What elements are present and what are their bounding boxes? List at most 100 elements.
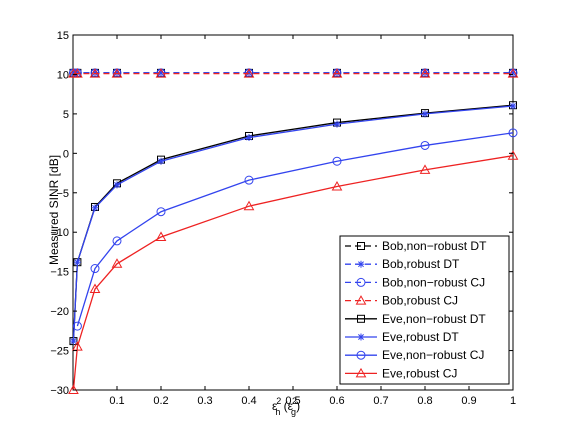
- triangle-marker: [89, 283, 101, 294]
- triangle-marker: [89, 68, 101, 78]
- y-tick-label: −15: [50, 267, 69, 279]
- triangle-marker: [111, 68, 123, 78]
- x-tick-label: 0.1: [109, 395, 124, 407]
- asterisk-marker: [157, 157, 165, 165]
- asterisk-marker: [91, 204, 99, 212]
- asterisk-stroke: [158, 158, 164, 165]
- legend-box: [339, 235, 510, 385]
- triangle-marker: [507, 68, 519, 78]
- series-7: [72, 128, 518, 331]
- asterisk-marker: [245, 134, 253, 142]
- x-label-sub2: g: [291, 407, 296, 417]
- legend: Bob,non−robust DT Bob,robust DT Bob,non−ro…: [339, 235, 510, 385]
- triangle-marker: [507, 150, 519, 160]
- x-tick-label: 0.2: [153, 395, 168, 407]
- y-tick-label: −5: [56, 188, 69, 200]
- legend-item: Eve,non−robust CJ: [345, 348, 484, 362]
- asterisk-marker: [333, 120, 341, 128]
- x-tick-label: 0.3: [197, 395, 212, 407]
- series-4: [68, 68, 519, 78]
- square-marker: [357, 242, 365, 250]
- x-tick-label: 0.9: [461, 395, 476, 407]
- asterisk-stroke: [358, 334, 364, 340]
- asterisk-stroke: [358, 261, 364, 268]
- x-tick-label: 0.7: [373, 395, 388, 407]
- y-tick-label: 0: [63, 148, 69, 160]
- asterisk-stroke: [158, 69, 164, 76]
- x-label-sup2: 2: [292, 396, 297, 406]
- legend-label: Bob,non−robust CJ: [382, 275, 485, 289]
- triangle-marker: [155, 231, 167, 241]
- asterisk-stroke: [92, 204, 98, 211]
- legend-label: Bob,non−robust DT: [382, 239, 487, 253]
- circle-marker: [356, 350, 366, 360]
- legend-item: Eve,non−robust DT: [345, 312, 486, 326]
- asterisk-marker: [357, 333, 365, 341]
- series-6: [69, 102, 517, 345]
- asterisk-stroke: [70, 338, 77, 345]
- square-marker: [357, 314, 365, 323]
- asterisk-marker: [509, 102, 517, 110]
- asterisk-stroke: [422, 110, 428, 117]
- x-label-sup1: 2: [276, 396, 281, 406]
- asterisk-marker: [357, 260, 365, 268]
- circle-marker: [508, 128, 518, 138]
- y-tick-label: −10: [50, 227, 69, 239]
- x-tick-label: 0.4: [241, 395, 256, 407]
- x-axis-label: ε2 h (ε2 g): [272, 396, 300, 417]
- x-label-base1: ε: [272, 399, 278, 413]
- x-label-base2: ε: [288, 399, 294, 413]
- asterisk-stroke: [246, 134, 252, 141]
- circle-marker: [244, 175, 254, 185]
- y-tick-label: −20: [50, 306, 69, 318]
- triangle-marker: [419, 164, 431, 174]
- legend-item: Bob,robust DT: [345, 257, 460, 271]
- asterisk-stroke: [510, 103, 516, 109]
- legend-label: Eve,robust DT: [382, 330, 459, 344]
- triangle-marker: [243, 200, 255, 211]
- asterisk-marker: [113, 181, 121, 189]
- circle-marker: [90, 264, 100, 274]
- triangle-marker: [355, 295, 367, 305]
- x-label-open: (: [280, 399, 287, 413]
- legend-label: Eve,non−robust DT: [382, 312, 486, 326]
- circle-marker: [356, 277, 366, 287]
- legend-label: Eve,non−robust CJ: [382, 348, 484, 362]
- series-8: [68, 150, 519, 394]
- legend-item: Eve,robust DT: [345, 330, 459, 344]
- y-axis-label: Measured SINR [dB]: [47, 155, 61, 265]
- triangle-marker: [155, 68, 167, 78]
- y-tick-label: 15: [57, 30, 69, 42]
- triangle-marker: [331, 180, 343, 191]
- circle-marker: [332, 156, 342, 166]
- asterisk-marker: [73, 258, 81, 266]
- legend-item: Bob,non−robust CJ: [345, 275, 485, 289]
- circle-marker: [112, 236, 122, 246]
- y-tick-label: −25: [50, 346, 69, 358]
- circle-marker: [156, 207, 166, 217]
- triangle-marker: [331, 68, 343, 78]
- triangle-marker: [355, 367, 367, 378]
- series-line: [72, 155, 514, 391]
- y-tick-label: −30: [50, 385, 69, 397]
- triangle-marker: [72, 341, 83, 351]
- legend-label: Eve,robust CJ: [382, 366, 457, 380]
- triangle-marker: [111, 258, 123, 268]
- asterisk-stroke: [334, 121, 340, 128]
- x-label-sub1: h: [275, 407, 280, 417]
- triangle-marker: [419, 68, 431, 78]
- triangle-marker: [243, 68, 255, 78]
- legend-item: Bob,robust CJ: [345, 294, 458, 308]
- triangle-marker: [72, 68, 83, 78]
- asterisk-marker: [421, 110, 429, 118]
- legend-label: Bob,robust CJ: [382, 294, 458, 308]
- circle-marker: [72, 321, 82, 331]
- circle-marker: [420, 140, 430, 150]
- legend-label: Bob,robust DT: [382, 257, 460, 271]
- x-label-close: ): [296, 399, 300, 413]
- y-tick-label: 10: [57, 69, 69, 81]
- asterisk-marker: [157, 69, 165, 77]
- x-tick-label: 0.6: [329, 395, 344, 407]
- x-tick-label: 1: [510, 395, 516, 407]
